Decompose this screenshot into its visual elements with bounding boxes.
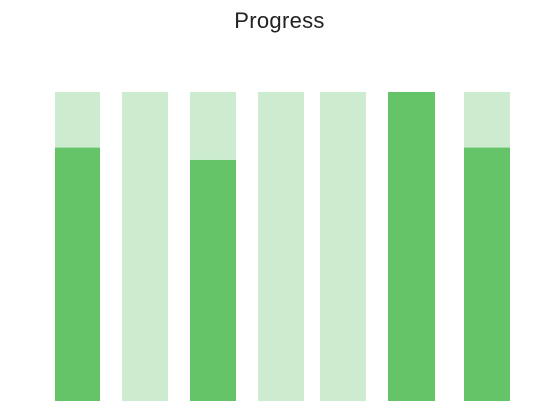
bar-track-5 <box>320 92 366 401</box>
bar-fill-7 <box>464 147 510 401</box>
bars-group <box>55 92 510 401</box>
bar-fill-1 <box>55 147 100 401</box>
chart-title: Progress <box>234 8 325 33</box>
bar-track-4 <box>258 92 304 401</box>
bar-track-2 <box>122 92 168 401</box>
bar-fill-3 <box>190 159 236 401</box>
bar-fill-6 <box>388 92 435 401</box>
